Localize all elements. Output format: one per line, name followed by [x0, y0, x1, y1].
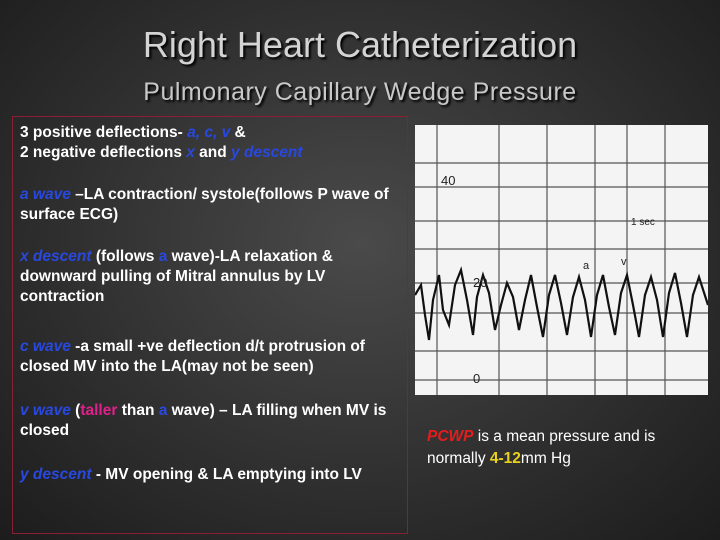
text: a wave	[20, 186, 71, 203]
paragraph: a wave –LA contraction/ systole(follows …	[20, 185, 405, 225]
tracing-label: v	[621, 256, 627, 268]
pressure-tracing: 40 1 sec 20 a v 0	[415, 125, 708, 395]
paragraph: y descent - MV opening & LA emptying int…	[20, 465, 405, 485]
paragraph: v wave (taller than a wave) – LA filling…	[20, 401, 405, 441]
text: (	[70, 402, 81, 419]
note: PCWP is a mean pressure and is normally …	[427, 426, 717, 470]
text: a, c, v	[187, 124, 231, 141]
text: 2 negative deflections	[20, 144, 187, 161]
text: y descent	[231, 144, 303, 161]
text: x	[186, 144, 195, 161]
text: taller	[80, 402, 118, 419]
text: c wave	[20, 338, 71, 355]
text: PCWP	[427, 428, 474, 445]
text: is a mean pressure and is normally	[427, 428, 656, 467]
text: and	[194, 144, 232, 161]
subtitle: Pulmonary Capillary Wedge Pressure	[143, 78, 577, 106]
text: than	[117, 402, 159, 419]
text: (follows	[91, 248, 159, 265]
paragraph: x descent (follows a wave)-LA relaxation…	[20, 247, 405, 307]
text: 3 positive deflections-	[20, 124, 188, 141]
tracing-label: 40	[441, 173, 455, 188]
text: - MV opening & LA emptying into LV	[91, 466, 362, 483]
text: wave)-LA relaxation & downward pulling o…	[20, 248, 333, 305]
tracing-label: a	[583, 260, 590, 272]
tracing-label: 0	[473, 371, 480, 386]
tracing-label: 1 sec	[631, 217, 655, 228]
text: v wave	[20, 402, 71, 419]
text: –LA contraction/ systole(follows P wave …	[20, 186, 389, 223]
tracing-background	[415, 125, 708, 395]
text: a	[158, 248, 168, 265]
text: x descent	[20, 248, 92, 265]
text: a	[158, 402, 168, 419]
tracing	[415, 266, 708, 341]
text: y descent	[20, 466, 92, 483]
text-box: 3 positive deflections- a, c, v & 2 negat…	[12, 116, 408, 534]
text: wave) – LA filling when MV is closed	[20, 402, 387, 439]
tracing-label: 20	[473, 275, 487, 290]
paragraph: 3 positive deflections- a, c, v & 2 negat…	[20, 123, 405, 163]
paragraph: c wave -a small +ve deflection d/t protr…	[20, 337, 405, 377]
text: 4-12	[489, 450, 521, 467]
title: Right Heart Catheterization	[142, 24, 578, 65]
tracing-grid	[415, 125, 708, 395]
text: mm Hg	[520, 450, 571, 467]
text: &	[230, 124, 246, 141]
text: -a small +ve deflection d/t protrusion o…	[20, 338, 365, 375]
